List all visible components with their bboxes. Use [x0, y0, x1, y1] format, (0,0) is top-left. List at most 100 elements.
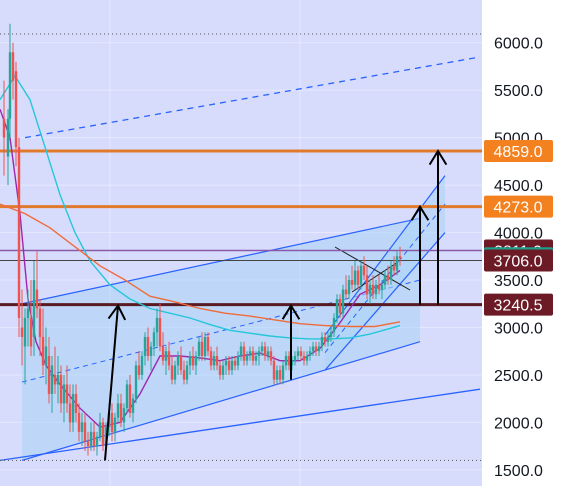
candle-body: [98, 422, 102, 437]
candle: [119, 393, 123, 428]
candle-body: [260, 346, 264, 352]
candle: [383, 270, 387, 290]
candle: [86, 431, 90, 456]
candle-body: [374, 284, 378, 295]
price-tick-label: 4000.0: [494, 226, 543, 243]
arrow-head: [107, 303, 127, 321]
candle-body: [188, 355, 192, 366]
candle: [296, 346, 300, 361]
candle: [308, 346, 312, 361]
candle: [89, 422, 93, 451]
trend-lines: [0, 56, 481, 462]
candle-body: [62, 384, 66, 404]
candle: [143, 332, 147, 366]
candle: [92, 422, 96, 451]
candle: [17, 137, 21, 337]
pattern-cross-line: [334, 246, 411, 291]
candle: [80, 412, 84, 447]
candle-body: [194, 355, 198, 366]
price-badge: 4859.0: [484, 140, 553, 163]
candle-body: [245, 355, 249, 361]
arrow-head: [281, 303, 301, 320]
candle-body: [386, 275, 390, 281]
candle: [386, 265, 390, 285]
candle: [335, 294, 339, 323]
candle: [281, 360, 285, 385]
candle: [266, 346, 270, 361]
candle: [59, 365, 63, 413]
candle-body: [359, 265, 363, 285]
candle-body: [329, 332, 333, 337]
price-tick-label: 3000.0: [494, 320, 543, 337]
candle: [317, 341, 321, 356]
candle: [164, 346, 168, 375]
candle: [137, 351, 141, 380]
candle-body: [215, 355, 219, 366]
candle: [203, 332, 207, 361]
candle: [272, 355, 276, 385]
candle-body: [74, 393, 78, 413]
candle: [359, 261, 363, 290]
candle: [110, 403, 114, 442]
candle: [116, 393, 120, 423]
candle: [179, 346, 183, 375]
candle-body: [377, 284, 381, 290]
candle: [182, 360, 186, 385]
candle-body: [302, 355, 306, 361]
candle: [176, 351, 180, 375]
candle-body: [344, 289, 348, 295]
candle: [161, 332, 165, 366]
candle: [380, 280, 384, 300]
candle-body: [140, 355, 144, 375]
candle: [155, 308, 159, 347]
candle: [341, 284, 345, 318]
candle: [362, 256, 366, 281]
candle-body: [332, 317, 336, 333]
price-badge-bg: [484, 249, 553, 272]
candle: [209, 346, 213, 371]
candle: [128, 374, 132, 418]
candle: [125, 379, 129, 413]
price-tick-label: 2500.0: [494, 368, 543, 385]
candle-body: [116, 403, 120, 418]
price-axis-ticks[interactable]: 6000.05500.05000.04500.04000.03500.03000…: [494, 36, 543, 480]
candle-body: [32, 280, 36, 337]
candle: [236, 351, 240, 371]
candle: [47, 336, 51, 404]
candle-body: [173, 365, 177, 380]
candle: [140, 351, 144, 380]
candle: [11, 42, 15, 100]
candle-body: [233, 360, 237, 366]
candle: [215, 346, 219, 371]
candle-body: [395, 256, 399, 271]
candle: [152, 327, 156, 356]
price-tick-label: 1500.0: [494, 463, 543, 480]
candle: [206, 332, 210, 356]
candle: [200, 332, 204, 361]
candle: [227, 355, 231, 375]
candle-body: [41, 336, 45, 366]
candle-body: [263, 346, 267, 356]
candle-body: [320, 336, 324, 347]
candle-body: [170, 365, 174, 380]
candle: [245, 351, 249, 366]
candle: [212, 351, 216, 371]
candle-body: [212, 355, 216, 366]
candle-body: [269, 351, 273, 361]
candle-body: [119, 403, 123, 423]
candle: [329, 327, 333, 342]
target-arrow: [428, 149, 448, 305]
candle: [230, 355, 234, 375]
candle-body: [11, 52, 15, 81]
candle: [338, 294, 342, 318]
candle-body: [296, 351, 300, 356]
channel-lower-line: [324, 232, 446, 371]
candle: [170, 355, 174, 385]
candle: [62, 374, 66, 423]
candle: [275, 365, 279, 385]
candle: [53, 346, 57, 394]
candle-body: [191, 355, 195, 366]
candle-body: [308, 351, 312, 356]
candle: [239, 341, 243, 361]
